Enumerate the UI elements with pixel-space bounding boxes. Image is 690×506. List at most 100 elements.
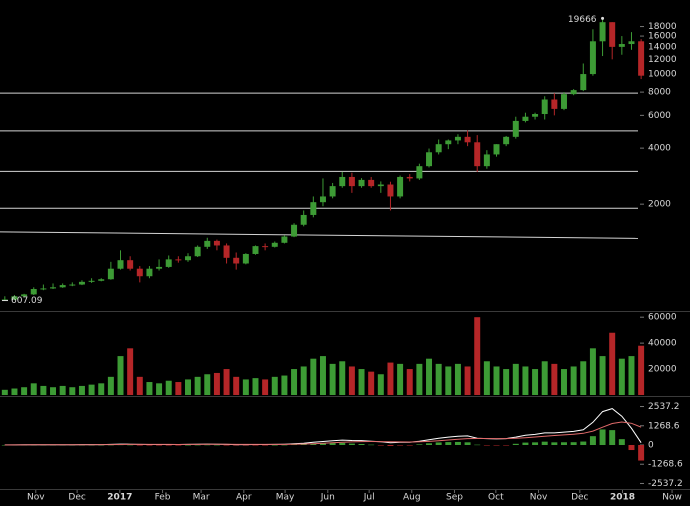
volume-bar [377,374,384,395]
x-tick-label: Jun [320,493,335,503]
volume-bar [319,356,326,395]
volume-tick-label: 60000 [648,313,677,323]
volume-bar [107,376,114,395]
x-tick-label: Jul [363,493,375,503]
volume-bar [1,389,8,395]
candle-body [194,246,201,257]
macd-histogram-bar [416,444,423,445]
candle-body [445,140,452,145]
candle-body [339,176,346,187]
volume-bar [262,379,269,395]
macd-tick-label: 2537.2 [648,402,680,412]
volume-bar [561,369,567,395]
price-tick-label: 18000 [648,22,677,32]
x-tick-label: Now [662,493,682,503]
macd-tick-label: 0 [648,441,654,451]
volume-bar [146,382,153,395]
macd-histogram-bar [474,444,481,446]
candle-body [165,259,172,267]
x-tick-label: 2018 [610,493,635,503]
candle-body [117,260,124,269]
trendline [0,231,639,239]
low-label: 607.09 [11,296,43,306]
volume-bar [368,371,375,395]
macd-histogram-bar [618,439,625,445]
volume-bar [291,369,298,395]
macd-histogram-bar [242,445,249,446]
candle-body [580,74,587,91]
candle-body [50,287,57,289]
candle-body [532,114,539,117]
candle-body [21,294,28,297]
volume-bar [628,356,635,395]
macd-histogram-bar [503,445,510,446]
volume-bar [589,348,596,395]
candle-body [368,179,375,187]
macd-histogram-bar [638,445,645,461]
candle-body [233,257,240,264]
volume-bar [609,332,616,395]
candle-body [599,22,606,42]
volume-bar [300,366,307,395]
macd-histogram-bar [580,441,587,445]
candle-body [618,44,625,47]
candle-body [503,136,510,145]
macd-histogram-bar [368,444,375,446]
volume-bar [281,375,288,395]
macd-histogram-bar [88,444,95,446]
volume-bar [50,387,57,395]
candle-body [319,196,326,203]
volume-bar [397,363,404,395]
candle-body [252,246,259,254]
volume-bar [522,366,529,395]
volume-bar [40,385,47,395]
volume-bar [271,376,278,395]
price-tick-label: 12000 [648,55,677,65]
candle-body [628,41,635,45]
macd-histogram-bar [98,444,105,446]
volume-bar [165,380,172,395]
candle-body [11,296,18,300]
candle-body [387,184,394,197]
macd-histogram-bar [599,429,606,445]
candle-body [638,41,645,76]
volume-bar [580,361,587,395]
candle-body [107,268,114,280]
volume-tick-label: 20000 [648,365,677,375]
candle-body [300,214,307,225]
macd-histogram-bar [185,444,191,446]
candle-body [329,186,336,197]
candle-body [242,253,249,264]
macd-histogram-bar [397,445,404,446]
price-tick-label: 10000 [648,70,677,80]
volume-bar [599,356,606,395]
macd-tick-label: 1268.6 [648,421,680,431]
volume-bar [11,388,18,395]
macd-histogram-bar [426,443,433,445]
high-label: 19666 [568,15,597,25]
volume-bar [30,383,37,395]
candle-body [464,136,471,143]
macd-histogram-bar [512,443,519,445]
candle-body [551,99,558,109]
volume-bar [445,366,452,395]
volume-bar [503,369,510,395]
volume-bar [454,363,461,395]
volume-bar [406,369,413,395]
price-tick-label: 4000 [648,144,671,154]
macd-histogram-bar [175,445,182,446]
candle-body [223,245,230,258]
volume-bar [175,382,182,395]
macd-histogram-bar [464,442,471,445]
candle-body [416,166,423,179]
macd-histogram-bar [570,442,577,445]
x-tick-label: Oct [488,493,504,503]
macd-histogram-bar [127,444,134,446]
macd-tick-label: -1268.6 [648,460,683,470]
macd-line [4,421,642,446]
macd-histogram-bar [194,444,201,446]
candle-body [59,285,66,288]
volume-bar [618,358,625,395]
volume-bar [512,363,519,395]
